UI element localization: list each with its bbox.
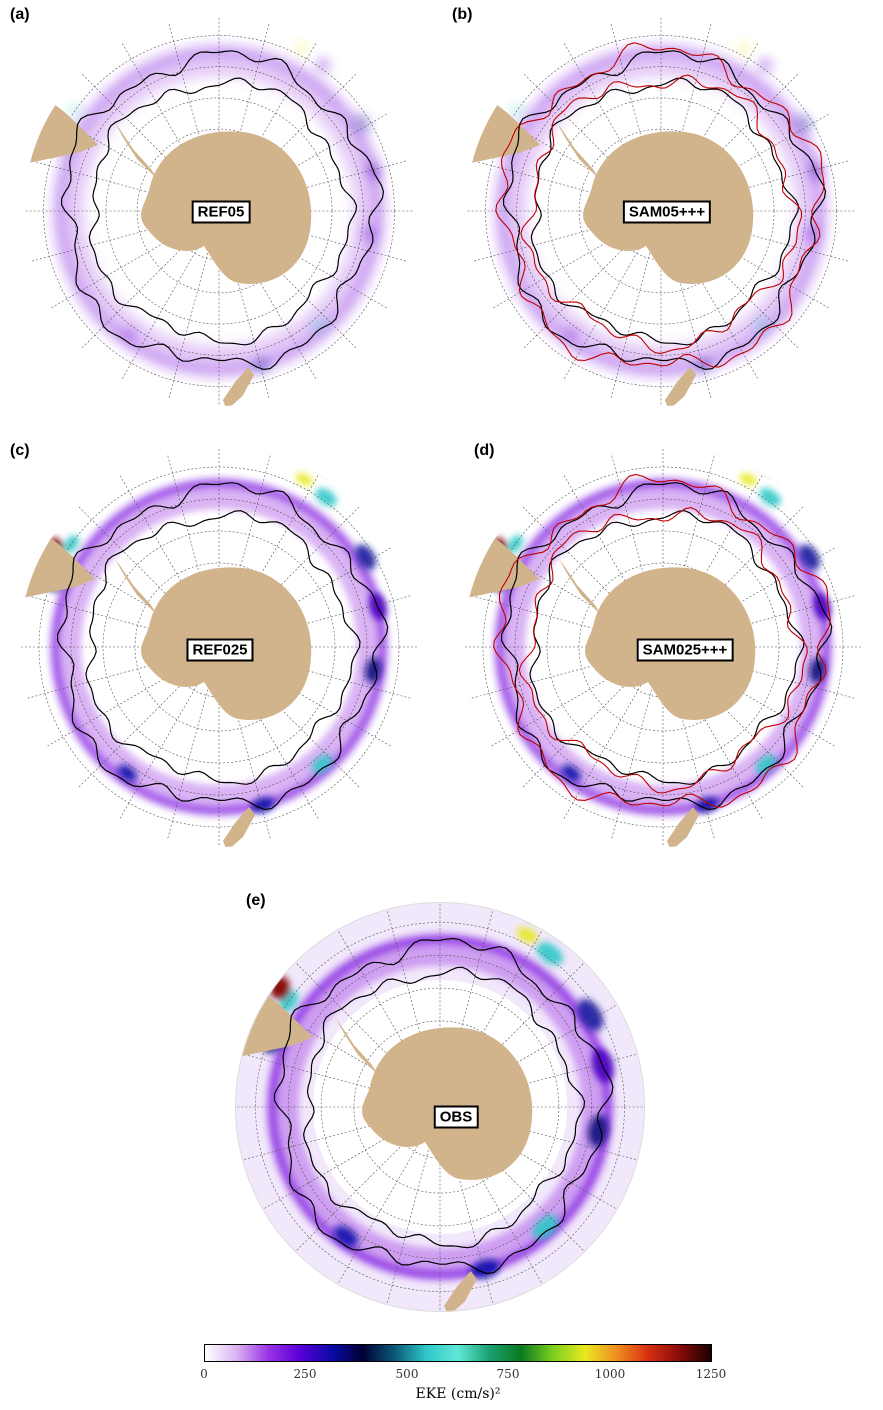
antarctic-peninsula — [559, 559, 601, 615]
panel-label: SAM05+++ — [622, 200, 712, 224]
panel-letter: (d) — [474, 442, 495, 459]
colorbar-tick: 0 — [200, 1367, 208, 1381]
panel-letter: (a) — [10, 6, 30, 23]
eke-map — [19, 447, 419, 847]
panel-e: (e) OBS — [221, 886, 662, 1316]
colorbar-title: EKE (cm/s)² — [415, 1386, 501, 1402]
new-zealand — [222, 367, 255, 406]
colorbar-tick: 750 — [496, 1367, 520, 1381]
australia — [773, 757, 863, 847]
colorbar-tick: 1000 — [594, 1367, 626, 1381]
panel-label: REF05 — [191, 200, 251, 224]
panel-letter: (b) — [452, 6, 473, 23]
panel-c: (c) REF025 — [0, 436, 441, 866]
panel-a: (a) REF05 — [0, 0, 441, 430]
africa — [781, 16, 837, 26]
panel-label: REF025 — [186, 638, 254, 662]
antarctic-peninsula — [115, 559, 157, 615]
new-zealand — [223, 807, 255, 847]
new-zealand — [444, 1271, 477, 1312]
eke-map — [463, 447, 863, 847]
fronts — [57, 482, 389, 811]
new-zealand — [667, 807, 699, 847]
panel-label: OBS — [433, 1105, 479, 1129]
colorbar-tick: 500 — [395, 1367, 419, 1381]
new-zealand — [664, 367, 697, 406]
antarctic-peninsula — [557, 123, 599, 179]
fronts — [493, 473, 833, 811]
map-outline — [235, 902, 645, 1312]
eke-map — [24, 16, 414, 406]
colorbar-tick: 1250 — [695, 1367, 727, 1381]
colorbar-tick: 250 — [293, 1367, 317, 1381]
fronts — [495, 42, 827, 371]
antarctica — [362, 1027, 533, 1180]
fronts — [61, 50, 385, 371]
australia — [326, 318, 414, 406]
africa — [339, 16, 395, 26]
graticule — [466, 16, 856, 406]
australia — [768, 318, 856, 406]
panel-letter: (c) — [10, 442, 30, 459]
australia — [329, 757, 419, 847]
antarctic-peninsula — [115, 123, 157, 179]
africa — [567, 902, 625, 913]
eke-map — [235, 902, 645, 1312]
panel-b: (b) SAM05+++ — [442, 0, 883, 430]
eke-band — [266, 933, 614, 1281]
panel-d: (d) SAM025+++ — [442, 436, 883, 866]
panel-letter: (e) — [246, 892, 266, 909]
fronts — [273, 937, 614, 1275]
antarctic-peninsula — [336, 1019, 378, 1075]
colorbar — [204, 1344, 712, 1362]
panel-label: SAM025+++ — [636, 638, 734, 662]
